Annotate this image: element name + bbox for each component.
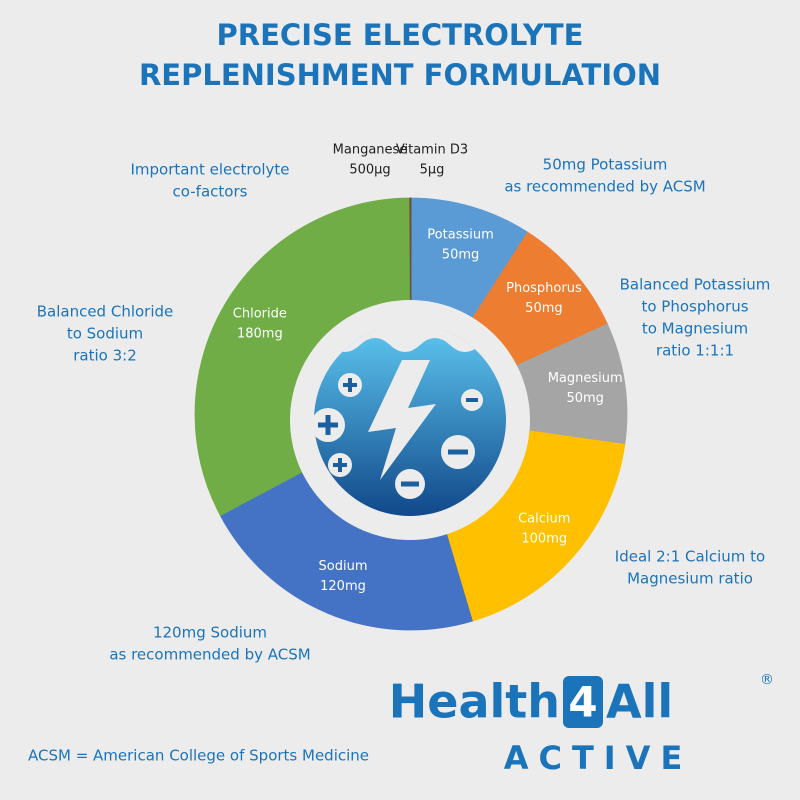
annotation-line: ratio 3:2 — [73, 347, 137, 365]
annotation-line: as recommended by ACSM — [504, 178, 705, 196]
annotation-line: co-factors — [173, 183, 248, 201]
annotation-line: Ideal 2:1 Calcium to — [615, 548, 765, 566]
slice-label: Calcium — [518, 511, 570, 526]
title-line: REPLENISHMENT FORMULATION — [139, 58, 661, 92]
annotation-line: Balanced Chloride — [37, 303, 174, 321]
annotations: Important electrolyte co-factors 50mg Pota… — [37, 156, 771, 664]
annotation-line: to Phosphorus — [641, 298, 748, 316]
title-line: PRECISE ELECTROLYTE — [217, 18, 584, 52]
value-label: 50mg — [566, 391, 603, 406]
value-label: 50mg — [442, 248, 479, 263]
logo-tagline: ACTIVE — [504, 739, 693, 777]
logo-suffix: All — [606, 675, 673, 729]
slice-label: Phosphorus — [506, 281, 582, 296]
logo-mark: ® — [760, 672, 774, 688]
slice-label: Sodium — [319, 559, 368, 574]
footnote: ACSM = American College of Sports Medici… — [28, 747, 369, 765]
center-icon — [290, 300, 530, 540]
slice-label: Vitamin D3 — [396, 143, 468, 158]
annotation-line: as recommended by ACSM — [109, 646, 310, 664]
value-label: 100mg — [521, 531, 567, 546]
slice-label: Potassium — [427, 228, 493, 243]
slice-label: Magnesium — [548, 371, 623, 386]
annotation-line: Magnesium ratio — [627, 570, 753, 588]
logo-number: 4 — [568, 678, 597, 727]
annotation-line: 50mg Potassium — [543, 156, 668, 174]
annotation-line: 120mg Sodium — [153, 624, 267, 642]
slice-label: Manganese — [333, 143, 408, 158]
annotation-line: to Magnesium — [642, 320, 748, 338]
logo-box — [563, 676, 603, 728]
logo-name: Health — [389, 675, 560, 729]
value-label: 500µg — [349, 163, 390, 178]
annotation-line: ratio 1:1:1 — [656, 342, 734, 360]
slice-label: Chloride — [233, 306, 287, 321]
value-label: 50mg — [525, 301, 562, 316]
annotation-line: to Sodium — [67, 325, 143, 343]
logo: Health 4 All ® ACTIVE — [389, 672, 774, 777]
value-label: 5µg — [420, 163, 445, 178]
value-label: 120mg — [320, 579, 366, 594]
value-label: 180mg — [237, 326, 283, 341]
annotation-line: Balanced Potassium — [620, 276, 771, 294]
annotation-line: Important electrolyte — [130, 161, 289, 179]
